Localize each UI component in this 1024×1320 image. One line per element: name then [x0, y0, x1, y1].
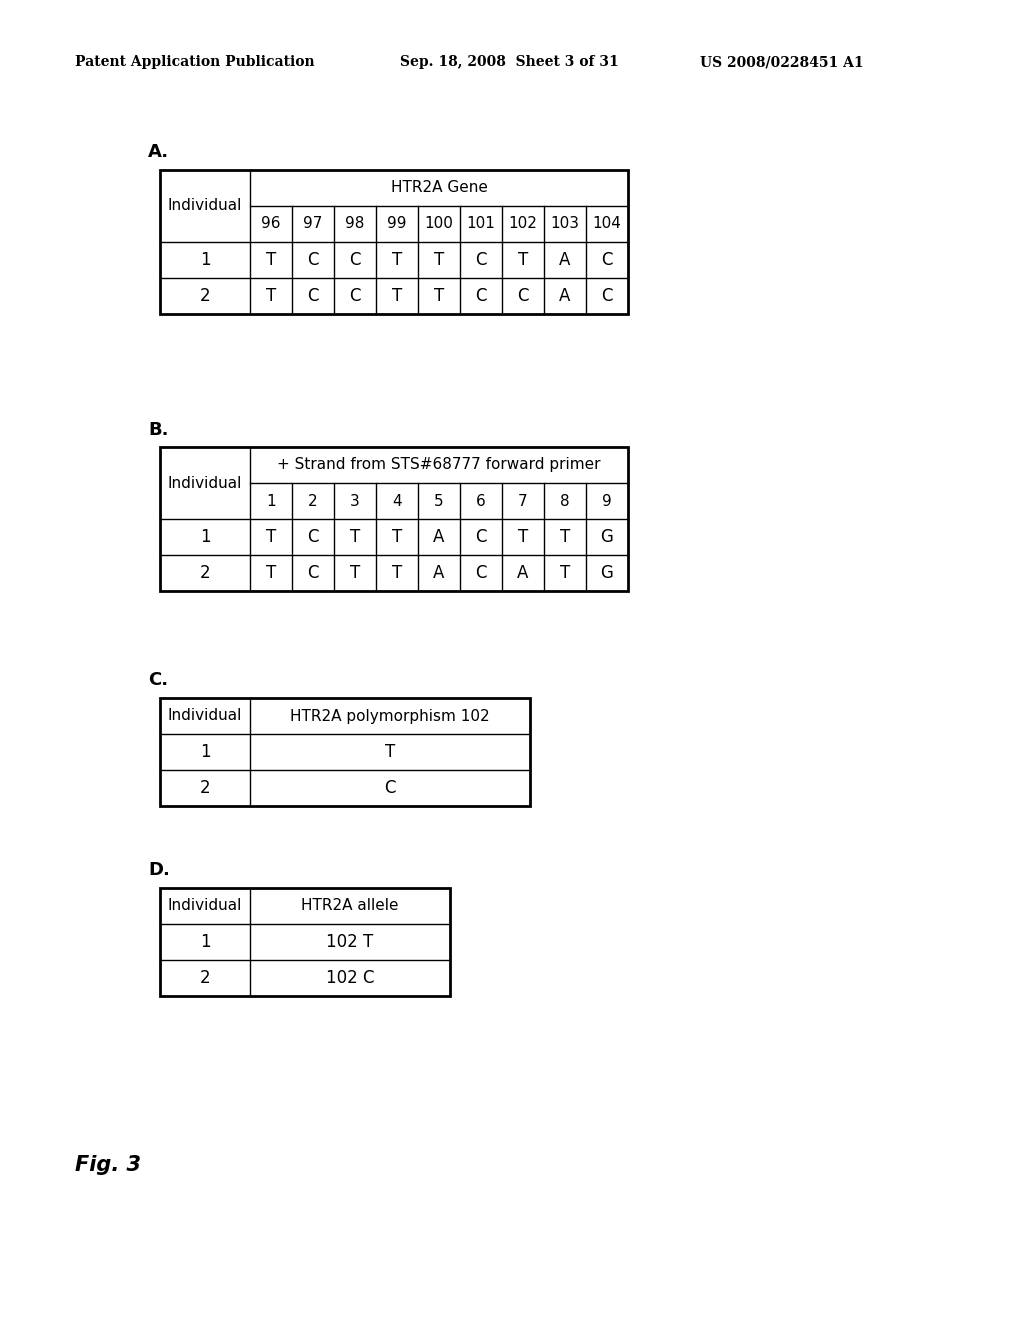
Text: + Strand from STS#68777 forward primer: + Strand from STS#68777 forward primer: [278, 458, 601, 473]
Text: C: C: [601, 286, 612, 305]
Text: T: T: [266, 286, 276, 305]
Text: C: C: [307, 528, 318, 546]
Text: C: C: [307, 251, 318, 269]
Text: 8: 8: [560, 494, 569, 508]
Bar: [160, 447, 628, 591]
Text: HTR2A polymorphism 102: HTR2A polymorphism 102: [290, 709, 489, 723]
Text: C: C: [307, 564, 318, 582]
Text: T: T: [266, 251, 276, 269]
Text: C: C: [517, 286, 528, 305]
Text: 104: 104: [593, 216, 622, 231]
Text: HTR2A allele: HTR2A allele: [301, 899, 398, 913]
Text: 2: 2: [200, 969, 210, 987]
Text: HTR2A Gene: HTR2A Gene: [390, 181, 487, 195]
Text: 101: 101: [467, 216, 496, 231]
Text: 6: 6: [476, 494, 485, 508]
Text: T: T: [385, 743, 395, 762]
Text: 2: 2: [200, 564, 210, 582]
Text: C: C: [384, 779, 395, 797]
Text: 2: 2: [200, 779, 210, 797]
Text: 99: 99: [387, 216, 407, 231]
Text: 1: 1: [266, 494, 275, 508]
Text: 97: 97: [303, 216, 323, 231]
Text: Individual: Individual: [168, 198, 243, 214]
Text: 103: 103: [551, 216, 580, 231]
Text: C: C: [475, 564, 486, 582]
Text: A: A: [433, 528, 444, 546]
Text: 102 C: 102 C: [326, 969, 374, 987]
Text: T: T: [266, 564, 276, 582]
Text: C: C: [475, 528, 486, 546]
Text: 1: 1: [200, 933, 210, 950]
Text: T: T: [434, 286, 444, 305]
Text: Individual: Individual: [168, 899, 243, 913]
Text: T: T: [518, 251, 528, 269]
Text: A: A: [433, 564, 444, 582]
Text: 5: 5: [434, 494, 443, 508]
Text: A: A: [559, 286, 570, 305]
Text: G: G: [600, 528, 613, 546]
Text: 102 T: 102 T: [327, 933, 374, 950]
Text: T: T: [392, 564, 402, 582]
Text: T: T: [392, 528, 402, 546]
Bar: [160, 170, 628, 314]
Text: 7: 7: [518, 494, 527, 508]
Text: T: T: [560, 528, 570, 546]
Text: 1: 1: [200, 251, 210, 269]
Text: 9: 9: [602, 494, 612, 508]
Text: C: C: [349, 251, 360, 269]
Bar: [160, 698, 530, 807]
Text: A: A: [559, 251, 570, 269]
Text: 98: 98: [345, 216, 365, 231]
Text: 4: 4: [392, 494, 401, 508]
Text: Individual: Individual: [168, 709, 243, 723]
Text: T: T: [434, 251, 444, 269]
Text: T: T: [518, 528, 528, 546]
Text: T: T: [392, 251, 402, 269]
Text: A: A: [517, 564, 528, 582]
Text: T: T: [560, 564, 570, 582]
Text: C: C: [601, 251, 612, 269]
Bar: [160, 888, 450, 997]
Text: Individual: Individual: [168, 475, 243, 491]
Text: T: T: [350, 528, 360, 546]
Text: 96: 96: [261, 216, 281, 231]
Text: G: G: [600, 564, 613, 582]
Text: 2: 2: [200, 286, 210, 305]
Text: C: C: [475, 251, 486, 269]
Text: C: C: [349, 286, 360, 305]
Text: C: C: [475, 286, 486, 305]
Text: 102: 102: [509, 216, 538, 231]
Text: B.: B.: [148, 421, 169, 440]
Text: 2: 2: [308, 494, 317, 508]
Text: Fig. 3: Fig. 3: [75, 1155, 141, 1175]
Text: D.: D.: [148, 861, 170, 879]
Text: C: C: [307, 286, 318, 305]
Text: 1: 1: [200, 743, 210, 762]
Text: Sep. 18, 2008  Sheet 3 of 31: Sep. 18, 2008 Sheet 3 of 31: [400, 55, 618, 69]
Text: 1: 1: [200, 528, 210, 546]
Text: 3: 3: [350, 494, 359, 508]
Text: Patent Application Publication: Patent Application Publication: [75, 55, 314, 69]
Text: 100: 100: [425, 216, 454, 231]
Text: T: T: [266, 528, 276, 546]
Text: T: T: [392, 286, 402, 305]
Text: US 2008/0228451 A1: US 2008/0228451 A1: [700, 55, 863, 69]
Text: A.: A.: [148, 143, 169, 161]
Text: C.: C.: [148, 671, 168, 689]
Text: T: T: [350, 564, 360, 582]
